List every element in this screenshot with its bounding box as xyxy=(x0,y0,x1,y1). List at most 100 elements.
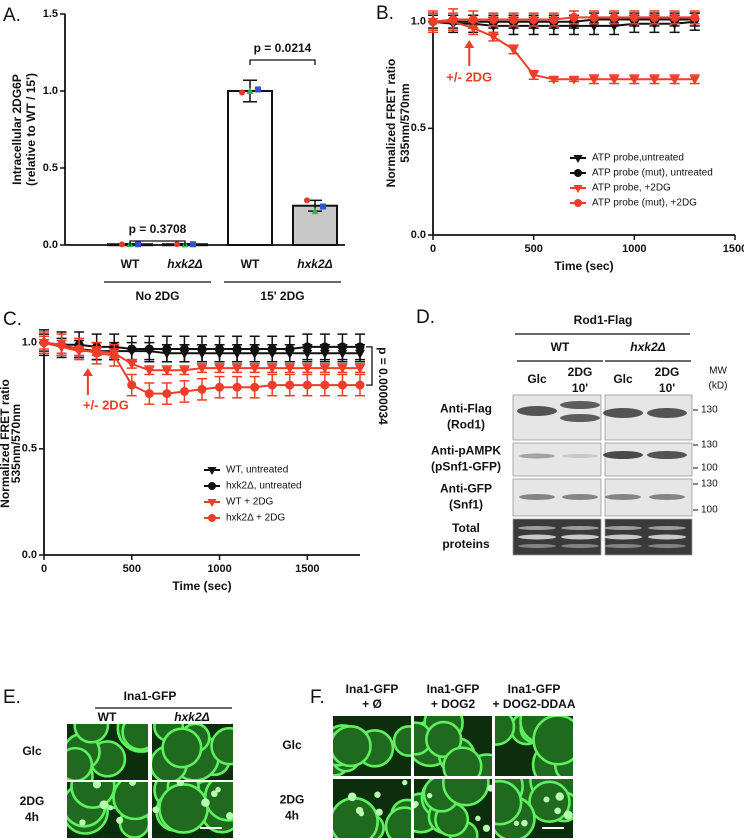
punctum xyxy=(215,786,221,793)
micrograph xyxy=(152,724,233,780)
bar xyxy=(227,90,273,246)
band xyxy=(648,534,686,540)
cell xyxy=(210,726,233,766)
row-label: Anti-pAMPK xyxy=(431,444,501,458)
legend-marker xyxy=(573,155,583,163)
y-axis-label: Intracellular 2DG6P xyxy=(10,74,24,185)
band xyxy=(603,408,643,418)
data-point xyxy=(302,364,313,374)
data-point xyxy=(320,342,330,352)
band xyxy=(647,451,687,459)
panel-label: E. xyxy=(3,687,21,708)
data-point xyxy=(609,75,620,85)
cell xyxy=(392,725,411,757)
cell xyxy=(121,724,148,751)
punctum xyxy=(414,801,418,809)
column-label: + DOG2-DDAA xyxy=(492,697,575,711)
row-label: 2DG xyxy=(280,793,305,807)
data-point xyxy=(428,17,438,27)
data-point xyxy=(39,338,49,348)
data-point xyxy=(74,344,84,354)
punctum xyxy=(543,796,550,803)
legend-marker xyxy=(207,499,217,507)
data-point xyxy=(355,364,365,374)
data-point xyxy=(355,342,365,352)
punctum xyxy=(482,824,491,832)
band xyxy=(519,453,555,459)
punctum xyxy=(116,816,124,824)
y-tick-label: 0.0 xyxy=(43,239,58,251)
group-label: 15' 2DG xyxy=(260,289,304,303)
data-point xyxy=(162,344,172,354)
blot-title: Rod1-Flag xyxy=(574,313,633,327)
micrograph xyxy=(495,716,573,776)
legend-label: ATP probe, +2DG xyxy=(592,183,671,194)
band xyxy=(648,544,686,548)
data-point xyxy=(529,15,539,25)
data-point xyxy=(670,12,680,22)
x-tick-label: 0 xyxy=(41,563,47,575)
data-point xyxy=(689,75,700,85)
column-label: Ina1-GFP xyxy=(508,682,561,696)
row-label: Anti-Flag xyxy=(440,402,492,416)
legend-label: ATP probe (mut), untreated xyxy=(592,168,713,179)
band xyxy=(603,451,643,459)
data-point xyxy=(267,344,277,354)
panel-label: A. xyxy=(3,5,21,26)
band xyxy=(560,414,600,422)
strain-label: hxk2Δ xyxy=(630,340,665,354)
panel-label: B. xyxy=(376,3,394,24)
punctum xyxy=(176,782,184,787)
punctum xyxy=(402,779,408,786)
significance-bracket xyxy=(129,240,186,246)
column-label: Ina1-GFP xyxy=(427,682,480,696)
data-point xyxy=(215,382,225,392)
cell xyxy=(158,783,209,834)
data-point xyxy=(232,344,242,354)
strain-label: WT xyxy=(551,340,570,354)
data-point xyxy=(548,75,559,85)
column-label: hxk2Δ xyxy=(174,710,209,724)
replicate-point xyxy=(304,197,310,204)
data-point xyxy=(629,75,640,85)
data-point xyxy=(144,389,154,399)
punctum xyxy=(563,810,573,820)
x-tick-label: 1000 xyxy=(622,243,646,255)
data-point xyxy=(337,380,347,390)
punctum xyxy=(555,792,564,801)
replicate-point xyxy=(255,86,261,93)
punctum xyxy=(79,819,86,826)
data-point xyxy=(609,12,619,22)
punctum xyxy=(521,819,528,827)
bar xyxy=(292,204,338,246)
x-tick-label: hxk2Δ xyxy=(167,257,202,271)
row-label: (Snf1) xyxy=(449,498,483,512)
data-point xyxy=(232,364,243,374)
punctum xyxy=(211,790,218,798)
band xyxy=(517,406,557,416)
band xyxy=(518,544,556,548)
punctum xyxy=(99,800,109,810)
data-point xyxy=(232,382,242,392)
legend-marker xyxy=(574,169,582,177)
data-point xyxy=(488,15,498,25)
data-point xyxy=(57,340,67,350)
x-tick-label: 1500 xyxy=(723,243,744,255)
legend-label: hxk2Δ + 2DG xyxy=(226,513,285,524)
annotation-arrowhead xyxy=(464,40,475,48)
blot xyxy=(512,442,602,477)
x-axis-label: Time (sec) xyxy=(554,259,613,273)
replicate-point xyxy=(135,241,141,248)
cell xyxy=(425,720,463,759)
data-point xyxy=(649,12,659,22)
data-point xyxy=(285,344,295,354)
band xyxy=(560,401,600,409)
row-label: 2DG xyxy=(20,794,45,808)
lane-label: Glc xyxy=(613,372,633,386)
punctum xyxy=(201,798,210,807)
data-point xyxy=(127,380,137,390)
band xyxy=(519,494,555,500)
legend-label: WT, untreated xyxy=(226,465,288,476)
column-label: + DOG2 xyxy=(431,697,476,711)
data-point xyxy=(355,380,365,390)
